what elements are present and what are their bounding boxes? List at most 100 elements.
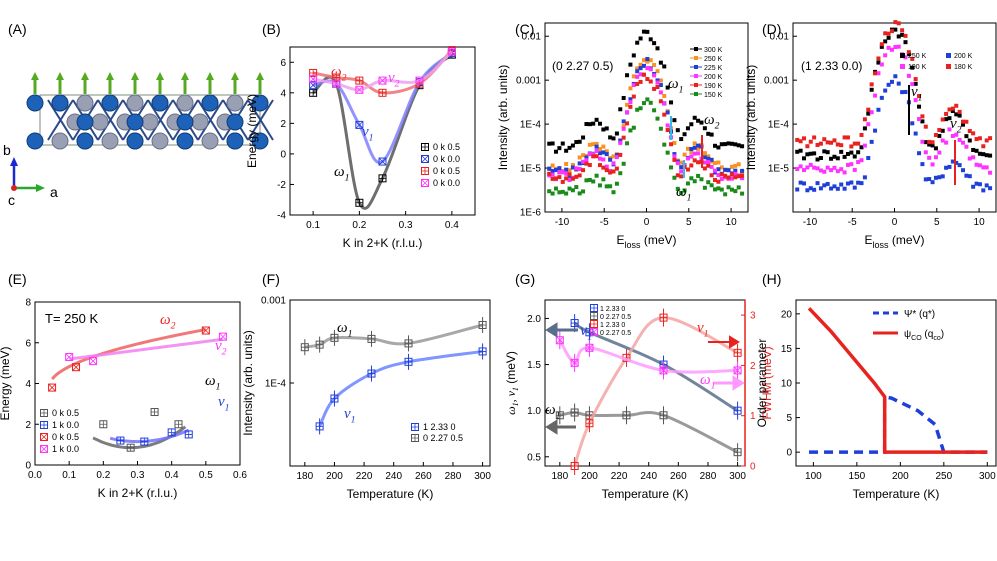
y-tick-label: 1E-5 (520, 164, 542, 175)
spectrum-point (879, 42, 884, 47)
spectrum-point (709, 157, 714, 162)
spectrum-point (977, 151, 982, 156)
spectrum-point (822, 169, 827, 174)
data-point (659, 366, 668, 375)
y-axis-title: Energy (meV) (0, 346, 12, 420)
spectrum-point (692, 158, 697, 163)
spectrum-point (550, 191, 555, 196)
legend-label: 190 K (704, 83, 723, 90)
spectrum-point (601, 165, 606, 170)
spectrum-point (971, 147, 976, 152)
spectrum-point (876, 60, 881, 65)
x-tick-label: -10 (803, 217, 818, 228)
y-tick-label: 2 (280, 119, 286, 130)
spectrum-point (716, 179, 721, 184)
y-right-axis-title: FWHM (meV) (760, 346, 774, 419)
spectrum-point (896, 81, 901, 86)
spectrum-point (682, 132, 687, 137)
spectrum-point (984, 138, 989, 143)
b-axis-head (10, 157, 18, 166)
spectrum-point (812, 135, 817, 140)
spectrum-point (608, 157, 613, 162)
atom-blue (176, 132, 194, 150)
spectrum-point (849, 162, 854, 167)
data-point (378, 157, 387, 166)
spectrum-point (937, 150, 942, 155)
spectrum-point (557, 175, 562, 180)
y-tick-label: 0.001 (764, 76, 789, 87)
spectrum-point (930, 180, 935, 185)
spectrum-point (900, 90, 905, 95)
y-axis-title: Intensity (arb. units) (744, 65, 758, 170)
bond (147, 99, 174, 141)
y-tick-label: 6 (280, 58, 286, 69)
spectrum-point (682, 152, 687, 157)
y-tick-label: 1E-4 (265, 379, 287, 390)
x-tick-label: 10 (974, 217, 986, 228)
x-tick-label: 0.3 (131, 470, 145, 481)
spectrum-point (547, 141, 552, 146)
spectrum-point (917, 117, 922, 122)
panel-label: (F) (262, 271, 280, 287)
spectrum-point (862, 117, 867, 122)
spectrum-point (740, 191, 745, 196)
spectrum-point (736, 143, 741, 148)
spectrum-point (930, 162, 935, 167)
spectrum-point (679, 165, 684, 170)
spectrum-point (665, 128, 670, 133)
spectrum-point (594, 117, 599, 122)
spectrum-point (604, 168, 609, 173)
spectrum-point (866, 107, 871, 112)
spectrum-point (805, 144, 810, 149)
spectrum-point (835, 142, 840, 147)
x-tick-label: 100 (805, 471, 822, 482)
spectrum-point (954, 103, 959, 108)
spectrum-point (903, 89, 908, 94)
spectrum-point (652, 62, 657, 67)
spectrum-point (798, 180, 803, 185)
legend-label: 0 k 0.5 (52, 432, 79, 442)
spectrum-point (883, 31, 888, 36)
spectrum-point (557, 170, 562, 175)
spectrum-point (685, 167, 690, 172)
spectrum-point (876, 107, 881, 112)
data-point-mark (140, 438, 148, 446)
spectrum-point (829, 156, 834, 161)
legend-label: 0 2.27 0.5 (423, 433, 463, 443)
spectrum-point (611, 136, 616, 141)
spectrum-point (689, 122, 694, 127)
x-tick-label: 10 (726, 217, 738, 228)
spectrum-point (662, 93, 667, 98)
data-point-mark (734, 349, 742, 357)
spectrum-point (933, 133, 938, 138)
spectrum-point (729, 187, 734, 192)
data-point-mark (355, 77, 363, 85)
panel-label: (A) (8, 21, 27, 37)
spectrum-point (856, 141, 861, 146)
spectrum-point (641, 63, 646, 68)
spectrum-point (638, 62, 643, 67)
spectrum-point (893, 27, 898, 32)
x-tick-label: 260 (415, 471, 432, 482)
spectrum-point (685, 156, 690, 161)
spectrum-point (808, 151, 813, 156)
legend-label: 0 k 0.0 (433, 178, 460, 188)
legend-label: Ψ* (q*) (904, 309, 935, 320)
y-tick-label: 6 (25, 338, 31, 349)
x-tick-label: 5 (686, 217, 692, 228)
spectrum-point (920, 114, 925, 119)
spectrum-point (852, 154, 857, 159)
data-point (89, 357, 98, 366)
series-line (573, 316, 739, 467)
spectrum-point (818, 186, 823, 191)
spectrum-point (625, 141, 630, 146)
data-point (309, 81, 318, 90)
spectrum-point (611, 169, 616, 174)
spectrum-point (795, 166, 800, 171)
spectrum-point (648, 79, 653, 84)
spectrum-point (665, 110, 670, 115)
spectrum-point (869, 139, 874, 144)
spectrum-point (577, 155, 582, 160)
spectrum-point (604, 164, 609, 169)
